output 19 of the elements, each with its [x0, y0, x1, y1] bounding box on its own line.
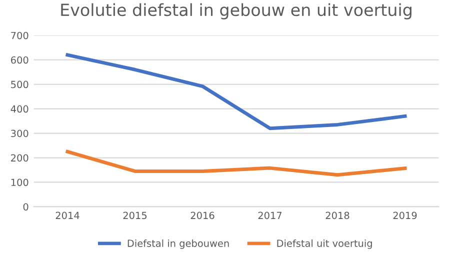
x-tick-label: 2015: [123, 212, 147, 220]
legend-label: Diefstal in gebouwen: [128, 239, 229, 249]
x-tick-label: 2014: [56, 212, 80, 220]
legend-label: Diefstal uit voertuig: [277, 239, 372, 249]
y-tick-label: 0: [23, 203, 28, 211]
line-series: [66, 150, 407, 177]
x-tick-label: 2019: [393, 212, 417, 220]
y-tick-label: 700: [11, 32, 28, 40]
y-tick-label: 600: [11, 56, 28, 64]
x-tick-label: 2016: [190, 212, 214, 220]
y-tick-label: 500: [11, 80, 28, 88]
y-tick-label: 100: [11, 178, 28, 186]
line-series: [66, 53, 407, 130]
chart-title: Evolutie diefstal in gebouw en uit voertuig: [61, 3, 412, 20]
x-tick-label: 2018: [326, 212, 350, 220]
y-tick-label: 300: [11, 130, 28, 138]
y-tick-label: 400: [10, 105, 28, 113]
x-tick-label: 2017: [258, 212, 282, 220]
y-tick-label: 200: [11, 154, 28, 162]
